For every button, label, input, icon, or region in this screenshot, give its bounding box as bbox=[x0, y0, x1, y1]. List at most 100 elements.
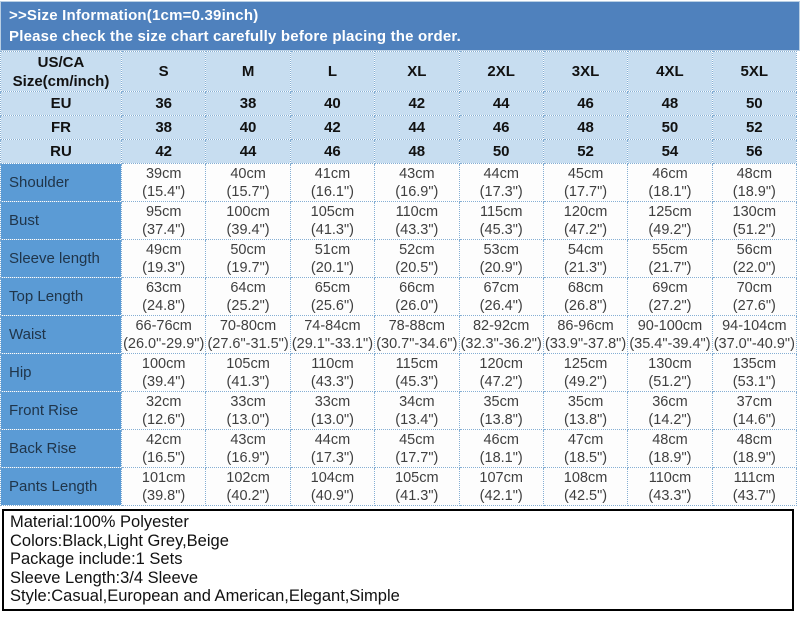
region-value: 42 bbox=[374, 91, 460, 116]
region-value: 42 bbox=[120, 139, 207, 164]
measurement-row: Waist 66-76cm (26.0"-29.9") 70-80cm (27.6"… bbox=[0, 315, 798, 354]
measurement-value: 46cm (18.1") bbox=[458, 429, 544, 468]
size-column-header: 3XL bbox=[542, 51, 629, 92]
measurement-value: 32cm (12.6") bbox=[120, 391, 207, 430]
measurement-value: 102cm (40.2") bbox=[205, 467, 291, 506]
measurement-value: 78-88cm (30.7"-34.6") bbox=[374, 315, 460, 354]
measurement-value: 86-96cm (33.9"-37.8") bbox=[542, 315, 629, 354]
measurement-value: 69cm (27.2") bbox=[627, 277, 713, 316]
measurement-value: 66-76cm (26.0"-29.9") bbox=[120, 315, 207, 354]
measurement-value: 105cm (41.3") bbox=[205, 353, 291, 392]
measurement-value: 63cm (24.8") bbox=[120, 277, 207, 316]
measurement-value: 104cm (40.9") bbox=[289, 467, 376, 506]
region-value: 50 bbox=[627, 115, 713, 140]
region-value: 44 bbox=[205, 139, 291, 164]
measurement-value: 110cm (43.3") bbox=[289, 353, 376, 392]
measurement-value: 70-80cm (27.6"-31.5") bbox=[205, 315, 291, 354]
measurement-value: 105cm (41.3") bbox=[289, 201, 376, 240]
measurement-value: 48cm (18.9") bbox=[627, 429, 713, 468]
measurement-value: 35cm (13.8") bbox=[542, 391, 629, 430]
measurement-value: 95cm (37.4") bbox=[120, 201, 207, 240]
measurement-value: 110cm (43.3") bbox=[627, 467, 713, 506]
corner-header: US/CA Size(cm/inch) bbox=[0, 51, 122, 92]
region-value: 46 bbox=[289, 139, 376, 164]
product-info-box: Material:100% Polyester Colors:Black,Lig… bbox=[2, 509, 794, 611]
measurement-value: 35cm (13.8") bbox=[458, 391, 544, 430]
measurement-value: 101cm (39.8") bbox=[120, 467, 207, 506]
region-value: 46 bbox=[542, 91, 629, 116]
measurement-label: Pants Length bbox=[0, 467, 122, 506]
banner: >>Size Information(1cm=0.39inch) Please … bbox=[0, 1, 800, 51]
size-column-header: M bbox=[205, 51, 291, 92]
measurement-value: 90-100cm (35.4"-39.4") bbox=[627, 315, 713, 354]
measurement-value: 44cm (17.3") bbox=[458, 163, 544, 202]
size-column-header: L bbox=[289, 51, 376, 92]
measurement-row: Shoulder 39cm (15.4") 40cm (15.7") 41cm (16… bbox=[0, 163, 798, 202]
size-column-header: 4XL bbox=[627, 51, 713, 92]
measurement-value: 33cm (13.0") bbox=[205, 391, 291, 430]
measurement-value: 42cm (16.5") bbox=[120, 429, 207, 468]
measurement-value: 110cm (43.3") bbox=[374, 201, 460, 240]
measurement-value: 52cm (20.5") bbox=[374, 239, 460, 278]
measurement-value: 45cm (17.7") bbox=[542, 163, 629, 202]
region-rows: EU 36 38 40 42 44 46 48 50 FR 38 40 42 44 46 48 50 52 RU 42… bbox=[0, 91, 798, 164]
measurement-value: 100cm (39.4") bbox=[120, 353, 207, 392]
measurement-row: Hip 100cm (39.4") 105cm (41.3") 110cm (43.3… bbox=[0, 353, 798, 392]
measurement-value: 48cm (18.9") bbox=[711, 163, 798, 202]
measurement-label: Shoulder bbox=[0, 163, 122, 202]
info-material: Material:100% Polyester bbox=[10, 513, 189, 531]
measurement-value: 41cm (16.1") bbox=[289, 163, 376, 202]
region-value: 50 bbox=[458, 139, 544, 164]
region-value: 54 bbox=[627, 139, 713, 164]
region-value: 50 bbox=[711, 91, 798, 116]
size-header-row: US/CA Size(cm/inch) S M L XL 2XL 3XL 4XL 5XL bbox=[0, 51, 798, 92]
measurement-value: 135cm (53.1") bbox=[711, 353, 798, 392]
region-value: 52 bbox=[542, 139, 629, 164]
info-sleeve-length: Sleeve Length:3/4 Sleeve bbox=[10, 568, 199, 587]
measurement-value: 44cm (17.3") bbox=[289, 429, 376, 468]
measurement-label: Front Rise bbox=[0, 391, 122, 430]
measurement-value: 56cm (22.0") bbox=[711, 239, 798, 278]
measurement-row: Sleeve length 49cm (19.3") 50cm (19.7") 51c… bbox=[0, 239, 798, 278]
region-label: RU bbox=[0, 139, 122, 164]
measurement-value: 34cm (13.4") bbox=[374, 391, 460, 430]
measurement-value: 49cm (19.3") bbox=[120, 239, 207, 278]
measurement-value: 36cm (14.2") bbox=[627, 391, 713, 430]
measurement-value: 51cm (20.1") bbox=[289, 239, 376, 278]
measurement-value: 46cm (18.1") bbox=[627, 163, 713, 202]
measurement-value: 111cm (43.7") bbox=[711, 467, 798, 506]
region-label: FR bbox=[0, 115, 122, 140]
measurement-rows: Shoulder 39cm (15.4") 40cm (15.7") 41cm (16… bbox=[0, 163, 798, 506]
measurement-value: 50cm (19.7") bbox=[205, 239, 291, 278]
measurement-value: 70cm (27.6") bbox=[711, 277, 798, 316]
region-value: 36 bbox=[120, 91, 207, 116]
measurement-row: Pants Length 101cm (39.8") 102cm (40.2") 10… bbox=[0, 467, 798, 506]
region-label: EU bbox=[0, 91, 122, 116]
measurement-value: 54cm (21.3") bbox=[542, 239, 629, 278]
measurement-value: 125cm (49.2") bbox=[542, 353, 629, 392]
size-column-header: S bbox=[120, 51, 207, 92]
measurement-label: Hip bbox=[0, 353, 122, 392]
measurement-label: Waist bbox=[0, 315, 122, 354]
region-value: 38 bbox=[205, 91, 291, 116]
measurement-label: Bust bbox=[0, 201, 122, 240]
region-value: 48 bbox=[542, 115, 629, 140]
region-value: 48 bbox=[627, 91, 713, 116]
measurement-value: 43cm (16.9") bbox=[205, 429, 291, 468]
region-value: 44 bbox=[458, 91, 544, 116]
region-value: 42 bbox=[289, 115, 376, 140]
region-value: 38 bbox=[120, 115, 207, 140]
measurement-label: Sleeve length bbox=[0, 239, 122, 278]
measurement-value: 125cm (49.2") bbox=[627, 201, 713, 240]
measurement-value: 74-84cm (29.1"-33.1") bbox=[289, 315, 376, 354]
measurement-value: 120cm (47.2") bbox=[542, 201, 629, 240]
region-row: FR 38 40 42 44 46 48 50 52 bbox=[0, 115, 798, 140]
size-column-header: 2XL bbox=[458, 51, 544, 92]
measurement-value: 68cm (26.8") bbox=[542, 277, 629, 316]
measurement-value: 82-92cm (32.3"-36.2") bbox=[458, 315, 544, 354]
measurement-value: 39cm (15.4") bbox=[120, 163, 207, 202]
measurement-value: 120cm (47.2") bbox=[458, 353, 544, 392]
measurement-value: 43cm (16.9") bbox=[374, 163, 460, 202]
measurement-row: Top Length 63cm (24.8") 64cm (25.2") 65cm (… bbox=[0, 277, 798, 316]
measurement-value: 33cm (13.0") bbox=[289, 391, 376, 430]
